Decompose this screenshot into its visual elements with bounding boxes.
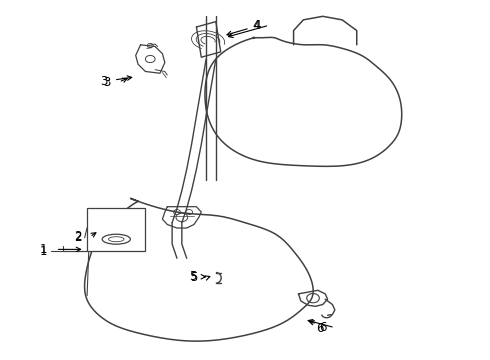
Text: 3: 3 — [100, 75, 108, 87]
Text: 4: 4 — [252, 19, 259, 32]
Text: 1: 1 — [40, 245, 47, 258]
Text: 2: 2 — [74, 230, 81, 243]
Text: 2: 2 — [74, 231, 81, 244]
Text: 3: 3 — [103, 76, 110, 89]
Text: 6: 6 — [317, 322, 324, 335]
Text: 4: 4 — [253, 19, 261, 32]
Text: 5: 5 — [190, 271, 197, 284]
Text: 1: 1 — [40, 243, 47, 256]
Text: 5: 5 — [189, 270, 196, 283]
Bar — [87, 208, 146, 251]
Text: 6: 6 — [319, 321, 326, 334]
